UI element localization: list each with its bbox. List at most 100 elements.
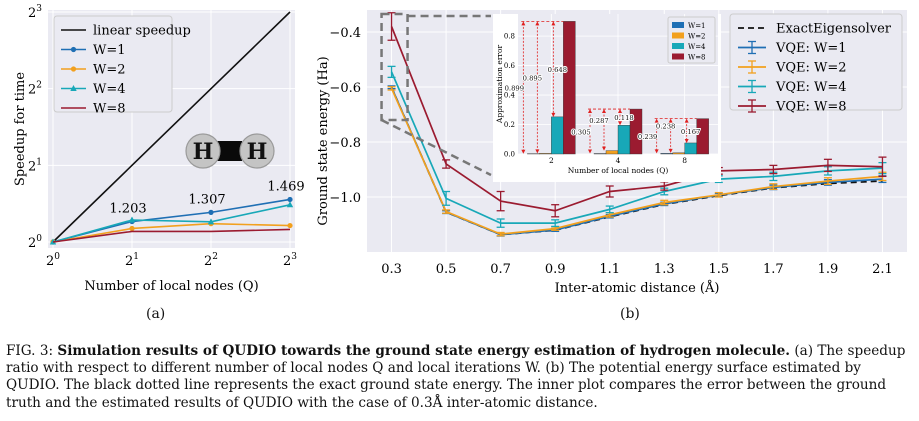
data-point-w-2 xyxy=(129,225,135,232)
zoom-connector xyxy=(380,118,492,177)
inset-arrowhead xyxy=(668,148,673,153)
data-label: 1.203 xyxy=(109,202,146,217)
legend-label-vqe-w-4: VQE: W=4 xyxy=(775,80,847,95)
inset-bar-chart: 0.0 0.2 0.4 0.6 0.8 2 4 8 0.899 0.895 0.648 0.305 0.… xyxy=(493,14,721,182)
inset-data-label: 0.305 xyxy=(571,128,590,136)
y-axis-label: Ground state energy (Ha) xyxy=(316,56,331,225)
data-label: 1.307 xyxy=(188,192,225,207)
legend-label-exacteigensolver: ExactEigensolver xyxy=(776,22,892,37)
inset-legend-label-w-2: W=2 xyxy=(688,33,706,41)
data-point-w-4 xyxy=(286,201,294,208)
legend: linear speedup W=1 W=2 W=4 W=8 xyxy=(53,15,191,117)
y-tick-label: −0.8 xyxy=(329,136,361,151)
legend-marker xyxy=(70,85,77,91)
series-line-w-2 xyxy=(52,222,291,243)
y-tick-label: 21 xyxy=(28,157,42,174)
inset-bar-w-1 xyxy=(660,153,673,155)
inset-bar-w-2 xyxy=(605,150,619,155)
legend-label-linear-speedup: linear speedup xyxy=(93,24,191,39)
x-tick-label: 0.7 xyxy=(490,262,511,277)
series-line-vqe-w-8 xyxy=(390,26,883,212)
inset-data-label: 0.238 xyxy=(656,123,675,131)
inset-data-label: 0.118 xyxy=(614,114,633,122)
inset-x-tick-label: 8 xyxy=(682,156,687,165)
series-line-linear-speedup xyxy=(52,11,291,243)
energy-chart: 0.3 0.5 0.7 0.9 1.1 1.3 1.5 1.7 1.9 2.1 −0.4 −0.6 −0… xyxy=(316,10,907,296)
inset-arrowhead xyxy=(668,118,673,123)
series-line-vqe-w-4 xyxy=(390,71,883,224)
y-tick-label: −0.6 xyxy=(329,81,361,96)
inset-arrowhead xyxy=(588,149,592,154)
inset-arrowhead xyxy=(654,149,659,154)
x-tick-label: 0.9 xyxy=(545,262,566,277)
inset-legend-swatch xyxy=(672,43,684,49)
legend: ExactEigensolver VQE: W=1 VQE: W=2 VQE: W=4… xyxy=(729,13,903,115)
atom-circle xyxy=(185,133,221,169)
legend-label-vqe-w-1: VQE: W=1 xyxy=(775,41,847,56)
data-point-w-2 xyxy=(287,222,293,229)
inset-legend-box xyxy=(667,16,716,64)
caption-body: (a) The speedup ratio with respect to di… xyxy=(6,343,906,411)
inset-x-axis-label: Number of local nodes (Q) xyxy=(568,166,669,175)
legend-marker xyxy=(70,66,77,72)
y-tick-label: 23 xyxy=(28,4,42,21)
atom-circle xyxy=(239,133,275,169)
data-point-w-1 xyxy=(287,196,293,203)
inset-bar-w-8 xyxy=(629,108,643,155)
inset-data-label: 0.167 xyxy=(681,128,700,136)
inset-arrowhead xyxy=(654,118,659,123)
x-tick-label: 1.5 xyxy=(708,262,729,277)
figure-caption: FIG. 3: Simulation results of QUDIO towa… xyxy=(6,343,914,412)
x-tick-label: 1.9 xyxy=(818,262,839,277)
subfigure-label-a: (a) xyxy=(146,306,166,322)
series-line-vqe-w-2 xyxy=(390,88,883,235)
legend-label-w-4: W=4 xyxy=(93,82,126,97)
x-tick-label: 1.7 xyxy=(763,262,784,277)
legend-label-w-1: W=1 xyxy=(93,43,126,58)
inset-y-tick-label: 0.0 xyxy=(504,151,515,159)
data-point-w-4 xyxy=(207,218,215,225)
inset-arrowhead xyxy=(551,21,556,26)
inset-legend-swatch xyxy=(672,32,684,39)
caption-title: Simulation results of QUDIO towards the … xyxy=(57,343,790,359)
inset-arrowhead xyxy=(618,109,622,114)
legend-label-vqe-w-2: VQE: W=2 xyxy=(775,61,847,76)
inset-arrowhead xyxy=(602,146,606,151)
y-tick-label: 22 xyxy=(28,81,42,98)
inset-data-label: 0.895 xyxy=(523,74,542,82)
y-axis-label: Speedup for time xyxy=(13,72,28,186)
legend-marker xyxy=(70,46,77,53)
inset-arrowhead xyxy=(521,149,526,154)
x-tick-label: 0.3 xyxy=(381,262,402,277)
inset-arrowhead xyxy=(684,118,689,123)
atom-label: H xyxy=(247,139,268,165)
inset-data-label: 0.648 xyxy=(548,66,567,74)
data-point-w-1 xyxy=(208,209,214,215)
x-tick-label: 1.1 xyxy=(599,262,620,277)
inset-legend-label-w-1: W=1 xyxy=(688,22,706,30)
x-tick-label: 1.3 xyxy=(654,262,675,277)
data-label: 1.469 xyxy=(267,179,304,194)
series-line-w-4 xyxy=(52,204,291,243)
legend-label-vqe-w-8: VQE: W=8 xyxy=(775,100,847,115)
y-tick-label: −0.4 xyxy=(329,26,361,41)
inset-bar-w-8 xyxy=(563,21,576,155)
x-tick-label: 20 xyxy=(46,252,60,269)
inset-x-tick-label: 4 xyxy=(616,156,621,165)
series-line-w-8 xyxy=(52,228,291,243)
caption-prefix: FIG. 3: xyxy=(6,343,58,359)
inset-arrowhead xyxy=(684,138,689,143)
x-tick-label: 21 xyxy=(125,252,139,269)
inset-bar-w-4 xyxy=(617,125,631,155)
inset-data-label: 0.239 xyxy=(638,133,657,141)
inset-bar-w-4 xyxy=(551,116,564,155)
inset-bar-w-8 xyxy=(696,118,709,155)
inset-arrowhead xyxy=(551,112,556,117)
inset-bar-w-2 xyxy=(539,153,552,155)
inset-y-axis-label: Approximation error xyxy=(495,44,504,124)
y-tick-label: 20 xyxy=(28,234,42,251)
inset-arrowhead xyxy=(521,21,526,26)
inset-y-tick-label: 0.2 xyxy=(504,121,515,129)
